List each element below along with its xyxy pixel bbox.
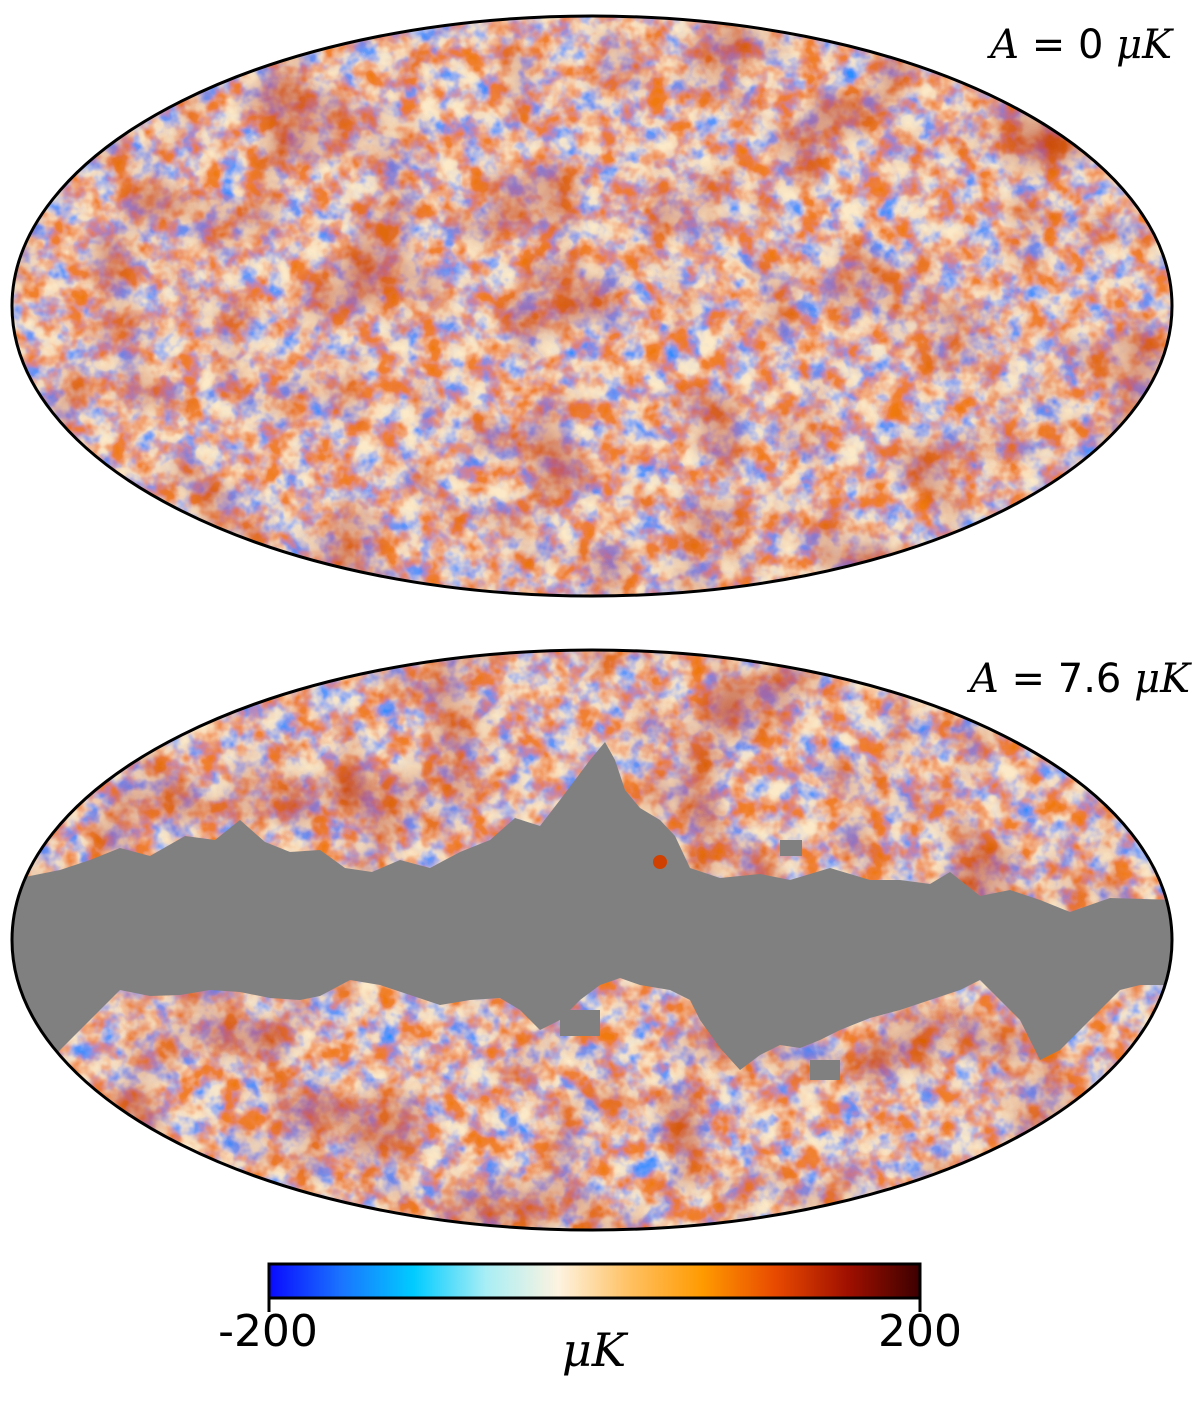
- colorbar-unit-label: μK: [562, 1323, 629, 1377]
- sky-map-unmasked: [10, 14, 1174, 598]
- colorbar-max-label: 200: [878, 1306, 962, 1357]
- panel-label-bottom: A = 7.6 μK: [966, 656, 1192, 702]
- panel-label-top: A = 0 μK: [986, 22, 1174, 68]
- galactic-mask: [12, 742, 1172, 1090]
- colorbar-min-label: -200: [218, 1306, 318, 1357]
- map-outline: [10, 648, 1174, 1232]
- map-outline: [10, 14, 1174, 598]
- sky-map-masked: [10, 648, 1174, 1232]
- colorbar: -200 200 μK: [218, 1262, 962, 1377]
- colorbar-gradient: [267, 1262, 922, 1300]
